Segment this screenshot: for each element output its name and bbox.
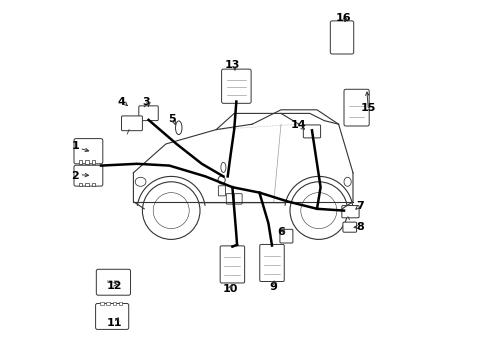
- FancyBboxPatch shape: [96, 303, 129, 329]
- Bar: [119, 302, 122, 305]
- Bar: [113, 302, 116, 305]
- Bar: [106, 302, 110, 305]
- FancyBboxPatch shape: [330, 21, 354, 54]
- Bar: [100, 302, 104, 305]
- FancyBboxPatch shape: [234, 194, 242, 204]
- FancyBboxPatch shape: [74, 165, 103, 186]
- Text: 11: 11: [107, 318, 122, 328]
- FancyBboxPatch shape: [122, 116, 143, 131]
- FancyBboxPatch shape: [303, 125, 320, 138]
- Text: 1: 1: [71, 141, 79, 151]
- Text: 12: 12: [107, 281, 122, 291]
- FancyBboxPatch shape: [343, 222, 357, 232]
- Text: 14: 14: [291, 120, 306, 130]
- FancyBboxPatch shape: [74, 139, 103, 164]
- Text: OR KY: OR KY: [107, 280, 119, 284]
- Bar: [79, 183, 82, 186]
- Text: 2: 2: [71, 171, 79, 181]
- Bar: [79, 160, 82, 164]
- Text: 8: 8: [356, 222, 364, 232]
- Bar: [85, 183, 89, 186]
- Text: 15: 15: [361, 103, 376, 113]
- FancyBboxPatch shape: [344, 89, 369, 126]
- Text: 5: 5: [169, 114, 176, 124]
- Bar: [92, 160, 95, 164]
- Text: 16: 16: [336, 13, 351, 23]
- Bar: [85, 160, 89, 164]
- Text: 3: 3: [142, 96, 150, 107]
- FancyBboxPatch shape: [220, 246, 245, 283]
- Text: 6: 6: [277, 227, 285, 237]
- FancyBboxPatch shape: [97, 269, 130, 295]
- FancyBboxPatch shape: [226, 194, 234, 204]
- FancyBboxPatch shape: [280, 229, 293, 243]
- FancyBboxPatch shape: [342, 206, 359, 218]
- FancyBboxPatch shape: [139, 106, 158, 121]
- Text: 9: 9: [270, 282, 278, 292]
- Text: 4: 4: [118, 96, 126, 107]
- Text: 13: 13: [225, 60, 240, 70]
- Text: 7: 7: [356, 201, 364, 211]
- FancyBboxPatch shape: [260, 244, 284, 282]
- FancyBboxPatch shape: [221, 69, 251, 103]
- Text: 10: 10: [222, 284, 238, 294]
- Bar: [92, 183, 95, 186]
- FancyBboxPatch shape: [219, 186, 225, 196]
